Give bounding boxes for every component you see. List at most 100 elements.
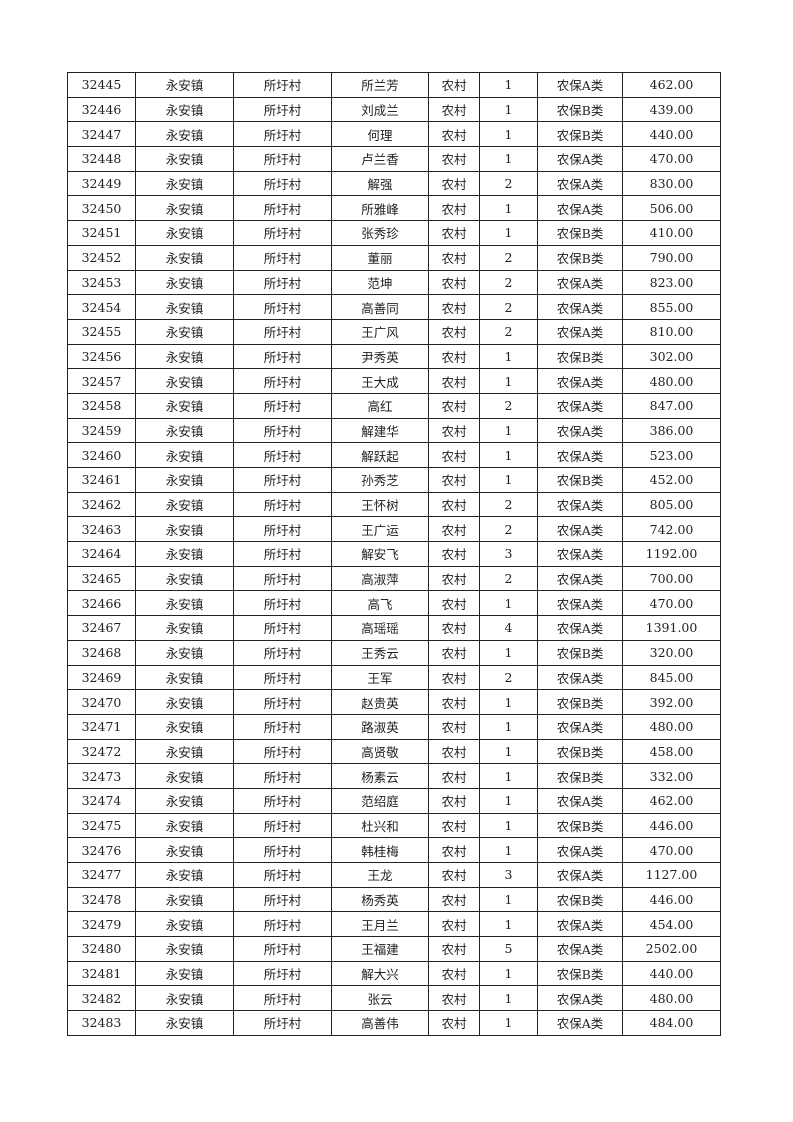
table-row: 32451 永安镇 所圩村 张秀珍 农村 1 农保B类 410.00 <box>67 220 721 246</box>
name-cell: 杨秀英 <box>331 886 429 913</box>
town-cell: 永安镇 <box>135 294 234 320</box>
name-cell: 王怀树 <box>331 491 429 518</box>
table-row: 32450 永安镇 所圩村 所雅峰 农村 1 农保A类 506.00 <box>67 195 721 222</box>
village-cell: 所圩村 <box>233 516 332 543</box>
name-cell: 解安飞 <box>331 541 429 567</box>
amount-cell: 470.00 <box>622 590 721 617</box>
household-size-cell: 1 <box>479 96 538 123</box>
amount-cell: 506.00 <box>622 195 721 222</box>
record-id-cell: 32462 <box>67 491 136 518</box>
area-type-cell: 农村 <box>428 590 480 617</box>
town-cell: 永安镇 <box>135 343 234 370</box>
insurance-category-cell: 农保A类 <box>537 862 623 888</box>
area-type-cell: 农村 <box>428 738 480 765</box>
record-id-cell: 32478 <box>67 886 136 913</box>
amount-cell: 440.00 <box>622 960 721 987</box>
household-size-cell: 3 <box>479 862 538 888</box>
insurance-category-cell: 农保B类 <box>537 738 623 765</box>
village-cell: 所圩村 <box>233 170 332 197</box>
table-row: 32445 永安镇 所圩村 所兰芳 农村 1 农保A类 462.00 <box>67 72 721 98</box>
table-row: 32472 永安镇 所圩村 高贤敬 农村 1 农保B类 458.00 <box>67 738 721 765</box>
town-cell: 永安镇 <box>135 491 234 518</box>
name-cell: 孙秀芝 <box>331 467 429 493</box>
table-row: 32457 永安镇 所圩村 王大成 农村 1 农保A类 480.00 <box>67 368 721 394</box>
table-row: 32465 永安镇 所圩村 高淑萍 农村 2 农保A类 700.00 <box>67 565 721 592</box>
amount-cell: 847.00 <box>622 392 721 419</box>
insurance-category-cell: 农保B类 <box>537 812 623 839</box>
household-size-cell: 2 <box>479 664 538 691</box>
table-row: 32476 永安镇 所圩村 韩桂梅 农村 1 农保A类 470.00 <box>67 837 721 863</box>
record-id-cell: 32472 <box>67 738 136 765</box>
household-size-cell: 1 <box>479 960 538 987</box>
town-cell: 永安镇 <box>135 639 234 666</box>
record-id-cell: 32453 <box>67 269 136 296</box>
village-cell: 所圩村 <box>233 96 332 123</box>
name-cell: 高瑶瑶 <box>331 615 429 641</box>
table-row: 32470 永安镇 所圩村 赵贵英 农村 1 农保B类 392.00 <box>67 689 721 715</box>
insurance-category-cell: 农保A类 <box>537 837 623 863</box>
town-cell: 永安镇 <box>135 244 234 271</box>
village-cell: 所圩村 <box>233 294 332 320</box>
area-type-cell: 农村 <box>428 96 480 123</box>
town-cell: 永安镇 <box>135 615 234 641</box>
amount-cell: 523.00 <box>622 442 721 468</box>
amount-cell: 386.00 <box>622 417 721 444</box>
record-id-cell: 32473 <box>67 763 136 789</box>
household-size-cell: 1 <box>479 837 538 863</box>
insurance-category-cell: 农保A类 <box>537 516 623 543</box>
village-cell: 所圩村 <box>233 837 332 863</box>
table-row: 32447 永安镇 所圩村 何理 农村 1 农保B类 440.00 <box>67 121 721 148</box>
records-table: 32445 永安镇 所圩村 所兰芳 农村 1 农保A类 462.00 32446 永安镇 所圩村 刘成… <box>67 72 721 1036</box>
name-cell: 杨素云 <box>331 763 429 789</box>
name-cell: 王龙 <box>331 862 429 888</box>
area-type-cell: 农村 <box>428 1010 480 1036</box>
town-cell: 永安镇 <box>135 812 234 839</box>
town-cell: 永安镇 <box>135 72 234 98</box>
record-id-cell: 32481 <box>67 960 136 987</box>
name-cell: 张秀珍 <box>331 220 429 246</box>
insurance-category-cell: 农保A类 <box>537 787 623 814</box>
area-type-cell: 农村 <box>428 417 480 444</box>
town-cell: 永安镇 <box>135 837 234 863</box>
amount-cell: 320.00 <box>622 639 721 666</box>
amount-cell: 2502.00 <box>622 936 721 962</box>
record-id-cell: 32445 <box>67 72 136 98</box>
insurance-category-cell: 农保A类 <box>537 491 623 518</box>
town-cell: 永安镇 <box>135 368 234 394</box>
table-row: 32481 永安镇 所圩村 解大兴 农村 1 农保B类 440.00 <box>67 960 721 987</box>
village-cell: 所圩村 <box>233 615 332 641</box>
area-type-cell: 农村 <box>428 689 480 715</box>
town-cell: 永安镇 <box>135 96 234 123</box>
household-size-cell: 2 <box>479 294 538 320</box>
name-cell: 所兰芳 <box>331 72 429 98</box>
insurance-category-cell: 农保A类 <box>537 936 623 962</box>
name-cell: 所雅峰 <box>331 195 429 222</box>
household-size-cell: 1 <box>479 417 538 444</box>
insurance-category-cell: 农保A类 <box>537 72 623 98</box>
table-row: 32480 永安镇 所圩村 王福建 农村 5 农保A类 2502.00 <box>67 936 721 962</box>
amount-cell: 462.00 <box>622 72 721 98</box>
town-cell: 永安镇 <box>135 318 234 345</box>
name-cell: 路淑英 <box>331 713 429 740</box>
table-row: 32458 永安镇 所圩村 高红 农村 2 农保A类 847.00 <box>67 392 721 419</box>
amount-cell: 480.00 <box>622 368 721 394</box>
village-cell: 所圩村 <box>233 886 332 913</box>
name-cell: 高善伟 <box>331 1010 429 1036</box>
table-row: 32469 永安镇 所圩村 王军 农村 2 农保A类 845.00 <box>67 664 721 691</box>
area-type-cell: 农村 <box>428 862 480 888</box>
insurance-category-cell: 农保A类 <box>537 294 623 320</box>
amount-cell: 452.00 <box>622 467 721 493</box>
insurance-category-cell: 农保B类 <box>537 886 623 913</box>
village-cell: 所圩村 <box>233 763 332 789</box>
village-cell: 所圩村 <box>233 491 332 518</box>
household-size-cell: 2 <box>479 170 538 197</box>
area-type-cell: 农村 <box>428 121 480 148</box>
insurance-category-cell: 农保A类 <box>537 442 623 468</box>
name-cell: 刘成兰 <box>331 96 429 123</box>
amount-cell: 700.00 <box>622 565 721 592</box>
table-row: 32452 永安镇 所圩村 董丽 农村 2 农保B类 790.00 <box>67 244 721 271</box>
area-type-cell: 农村 <box>428 960 480 987</box>
village-cell: 所圩村 <box>233 713 332 740</box>
town-cell: 永安镇 <box>135 417 234 444</box>
name-cell: 卢兰香 <box>331 146 429 172</box>
